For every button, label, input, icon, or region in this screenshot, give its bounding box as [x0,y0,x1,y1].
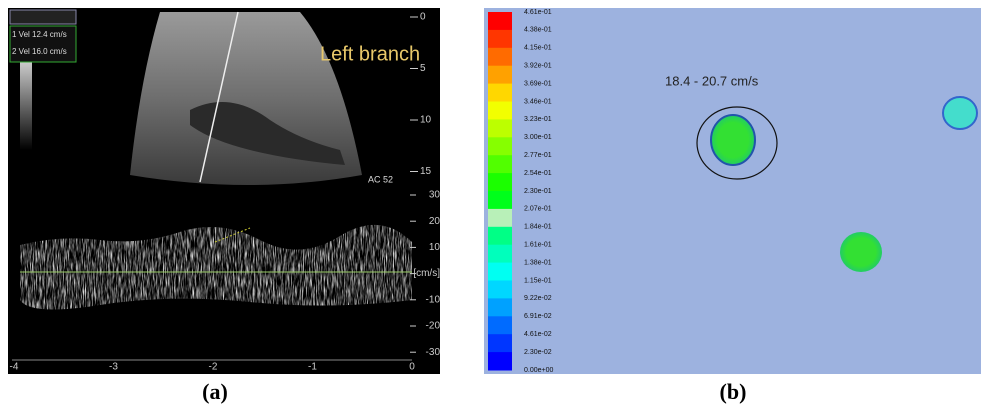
colorbar-label: 3.69e-01 [524,80,552,87]
velocity-tick-label: 30 [429,190,441,201]
colorbar-band [488,119,512,137]
colorbar-label: 2.54e-01 [524,170,552,177]
colorbar-label: 2.77e-01 [524,152,552,159]
colorbar-band [488,137,512,155]
time-tick-label: 0 [409,362,415,373]
colorbar-label: 4.61e-01 [524,9,552,16]
colorbar-label: 1.84e-01 [524,224,552,231]
time-tick-label: -3 [109,362,118,373]
vessel-section [943,97,977,129]
setting: AC 52 [368,174,393,184]
colorbar-label: 2.30e-02 [524,349,552,356]
velocity-tick-label: -20 [426,321,441,332]
panel-title: Left branch [320,43,420,65]
depth-tick-label: 10 [420,115,432,126]
annotation: 18.4 - 20.7 cm/s [665,73,759,88]
colorbar-band [488,298,512,316]
colorbar-label: 4.15e-01 [524,45,552,52]
colorbar-band [488,209,512,227]
colorbar-label: 2.30e-01 [524,188,552,195]
page: 1 Vel 12.4 cm/s 2 Vel 16.0 cm/s Left bra… [0,0,981,412]
depth-tick-label: 0 [420,12,426,23]
colorbar-band [488,102,512,120]
vessel-section [840,232,882,272]
contour-background [484,8,981,374]
colorbar-band [488,245,512,263]
colorbar-band [488,173,512,191]
colorbar-label: 3.23e-01 [524,116,552,123]
colorbar-label: 0.00e+00 [524,367,553,374]
colorbar-band [488,263,512,281]
vessel-section [711,115,755,165]
colorbar-band [488,227,512,245]
depth-tick-label: 5 [420,63,426,74]
colorbar-label: 4.61e-02 [524,331,552,338]
depth-tick-label: 15 [420,166,432,177]
colorbar-band [488,155,512,173]
colorbar-label: 3.46e-01 [524,98,552,105]
panel-a: 1 Vel 12.4 cm/s 2 Vel 16.0 cm/s Left bra… [8,8,440,404]
colorbar-label: 1.38e-01 [524,259,552,266]
colorbar-band [488,48,512,66]
velocity-tick-label: 20 [429,216,441,227]
colorbar-band [488,191,512,209]
velocity-tick-label: -10 [426,294,441,305]
time-tick-label: -4 [10,362,19,373]
time-tick-label: -2 [209,362,218,373]
time-tick-label: -1 [308,362,317,373]
colorbar-band [488,30,512,48]
measurement: 1 Vel 12.4 cm/s [12,30,67,39]
colorbar-band [488,12,512,30]
colorbar-label: 1.61e-01 [524,242,552,249]
colorbar-band [488,352,512,370]
mode-box [10,10,76,24]
measurement: 2 Vel 16.0 cm/s [12,47,67,56]
colorbar-band [488,334,512,352]
figure: 1 Vel 12.4 cm/s 2 Vel 16.0 cm/s Left bra… [0,0,981,412]
colorbar-label: 6.91e-02 [524,313,552,320]
colorbar-label: 4.38e-01 [524,27,552,34]
colorbar-label: 3.00e-01 [524,134,552,141]
colorbar-label: 3.92e-01 [524,63,552,70]
colorbar-band [488,84,512,102]
panel-label: (b) [720,379,747,404]
colorbar-label: 1.15e-01 [524,277,552,284]
colorbar-band [488,66,512,84]
panel-label: (a) [202,379,228,404]
velocity-tick-label: [cm/s] [413,268,440,279]
colorbar-band [488,316,512,334]
velocity-tick-label: -30 [426,347,441,358]
colorbar-band [488,281,512,299]
colorbar-label: 2.07e-01 [524,206,552,213]
panel-b: 4.61e-01 4.38e-01 4.15e-01 3.92e-01 3.69e-01… [484,8,981,404]
colorbar-label: 9.22e-02 [524,295,552,302]
velocity-tick-label: 10 [429,242,441,253]
